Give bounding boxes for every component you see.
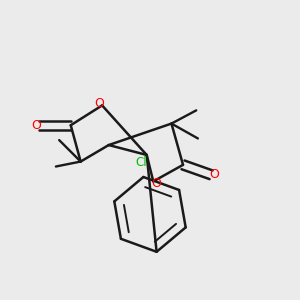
Text: O: O bbox=[152, 176, 161, 190]
Text: O: O bbox=[31, 119, 41, 132]
Text: O: O bbox=[94, 97, 104, 110]
Text: O: O bbox=[209, 168, 219, 181]
Text: Cl: Cl bbox=[135, 156, 147, 169]
